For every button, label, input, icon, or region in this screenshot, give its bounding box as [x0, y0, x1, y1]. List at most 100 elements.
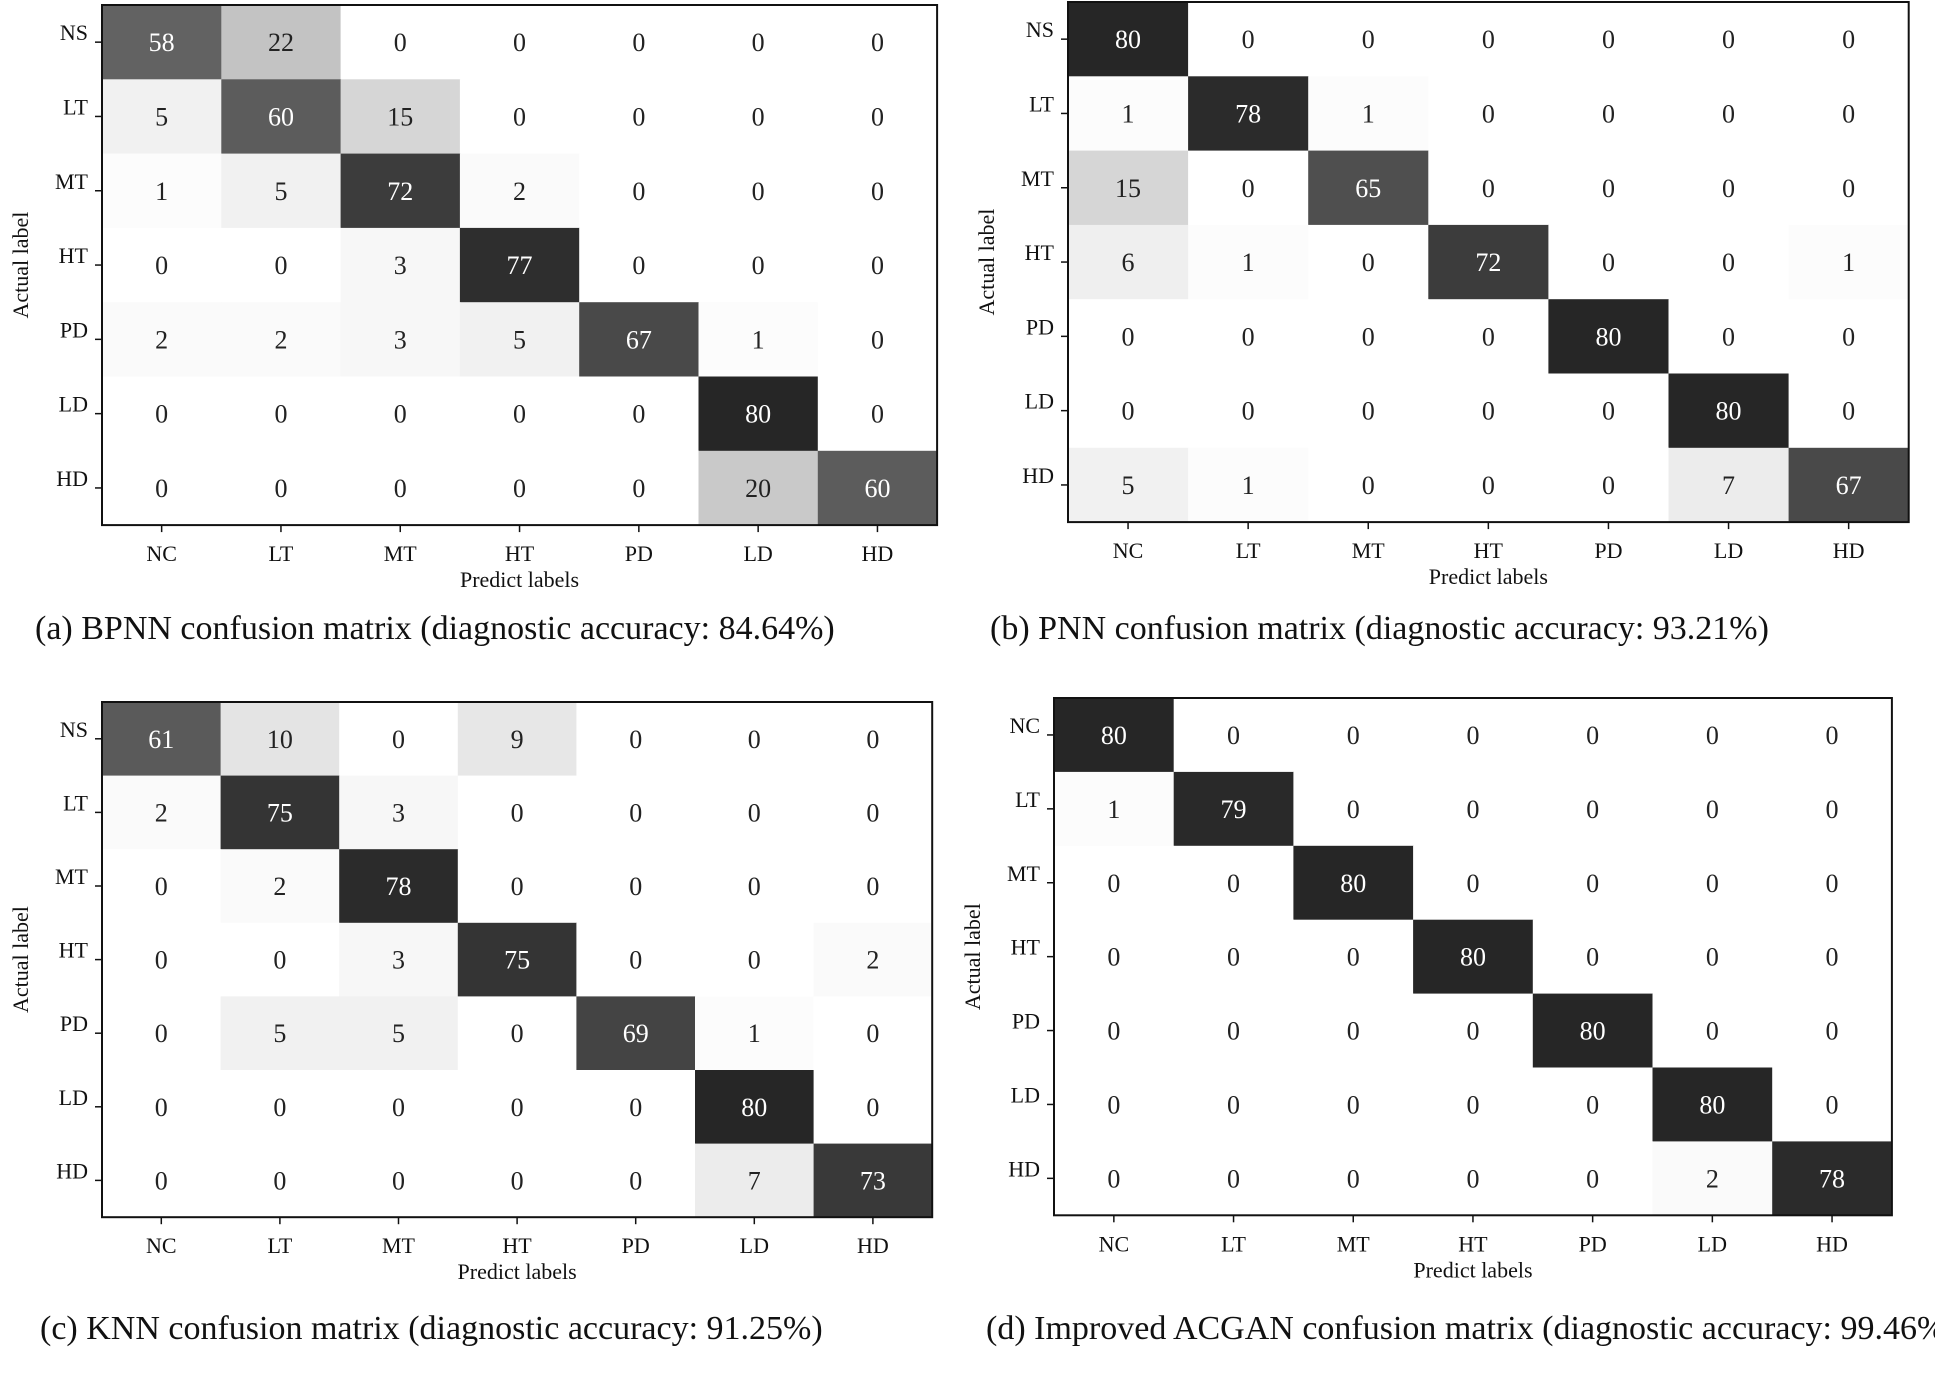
y-tick-label-lt: LT: [63, 94, 88, 119]
heatmap-cell-r2-c3: [457, 849, 577, 924]
heatmap-cell-r2-c4: [1532, 845, 1653, 921]
cell-value-label: 72: [387, 177, 413, 206]
cell-value-label: 0: [155, 1093, 168, 1122]
cell-value-label: 15: [1115, 174, 1141, 203]
cell-value-label: 80: [1580, 1017, 1606, 1046]
x-tick-label-mt: MT: [1337, 1231, 1371, 1256]
heatmap-cell-r6-c5: [1652, 1141, 1773, 1216]
heatmap-cell-r6-c5: [698, 450, 819, 526]
cell-value-label: 0: [752, 177, 765, 206]
heatmap-cell-r3-c0: [1068, 224, 1189, 300]
heatmap-cell-r6-c0: [102, 1143, 222, 1218]
cell-value-label: 0: [155, 400, 168, 429]
cell-value-label: 0: [632, 28, 645, 57]
cell-value-label: 3: [394, 325, 407, 354]
cell-value-label: 0: [155, 946, 168, 975]
heatmap-cell-r0-c2: [339, 702, 459, 777]
heatmap-cell-r2-c5: [695, 849, 815, 924]
cell-value-label: 0: [1347, 943, 1360, 972]
cell-value-label: 0: [1347, 1090, 1360, 1119]
heatmap-cell-r2-c6: [1788, 150, 1910, 226]
heatmap-cell-r2-c5: [1652, 845, 1773, 921]
x-tick-label-hd: HD: [1816, 1231, 1848, 1256]
x-tick-label-hd: HD: [1833, 538, 1865, 563]
heatmap-cell-r0-c3: [457, 702, 577, 777]
heatmap-cell-r5-c2: [340, 376, 461, 452]
heatmap-cell-r6-c4: [579, 450, 699, 526]
heatmap-cell-r2-c6: [813, 849, 933, 924]
cell-value-label: 75: [504, 946, 530, 975]
heatmap-cell-r5-c4: [1532, 1067, 1653, 1142]
cell-value-label: 1: [1242, 471, 1255, 500]
x-axis-title: Predict labels: [458, 1259, 577, 1284]
cell-value-label: 9: [511, 725, 524, 754]
y-axis-title: Actual label: [974, 209, 999, 316]
heatmap-cell-r2-c5: [1668, 150, 1790, 226]
y-tick-label-pd: PD: [1012, 1009, 1040, 1034]
x-tick-label-hd: HD: [862, 541, 894, 566]
heatmap-cell-r0-c6: [813, 702, 933, 777]
heatmap-cell-r4-c3: [1428, 299, 1549, 374]
cell-value-label: 0: [1466, 869, 1479, 898]
x-tick-label-nc: NC: [1113, 538, 1144, 563]
cell-value-label: 1: [1842, 248, 1855, 277]
heatmap-cell-r1-c5: [695, 775, 815, 850]
heatmap-cell-r3-c1: [221, 227, 342, 303]
heatmap-cell-r2-c1: [1188, 150, 1309, 226]
cell-value-label: 0: [513, 474, 526, 503]
y-tick-label-hd: HD: [56, 466, 88, 491]
cell-value-label: 0: [511, 1093, 524, 1122]
heatmap-cell-r2-c5: [698, 153, 819, 229]
cell-value-label: 0: [748, 946, 761, 975]
cell-value-label: 58: [149, 28, 175, 57]
heatmap-cell-r6-c5: [1668, 447, 1790, 523]
heatmap-cell-r5-c0: [1068, 373, 1189, 449]
heatmap-cell-r1-c4: [576, 775, 696, 850]
heatmap-cell-r1-c5: [1668, 76, 1790, 152]
cell-value-label: 0: [1347, 721, 1360, 750]
heatmap-cell-r3-c1: [1173, 919, 1294, 995]
x-tick-label-ld: LD: [1714, 538, 1743, 563]
cell-value-label: 0: [871, 400, 884, 429]
cell-value-label: 0: [1347, 1164, 1360, 1193]
confusion-matrix-chart-pnn: 80 0 0 0 0 0 01 78 1 0 0 0 015 0 65 0 0 0 06 1 0 72 0 0 10 0 0 0 80 0…: [974, 1, 1910, 589]
heatmap-cell-r3-c2: [340, 227, 461, 303]
heatmap-cell-r2-c0: [1054, 845, 1175, 921]
cell-value-label: 60: [268, 102, 294, 131]
cell-value-label: 0: [1706, 721, 1719, 750]
heatmap-cell-r3-c0: [1054, 919, 1175, 995]
cell-value-label: 0: [632, 400, 645, 429]
heatmap-cell-r0-c5: [1652, 698, 1773, 773]
cell-value-label: 2: [866, 946, 879, 975]
cell-value-label: 0: [752, 251, 765, 280]
cell-value-label: 78: [1819, 1164, 1845, 1193]
cell-value-label: 0: [155, 474, 168, 503]
heatmap-cell-r5-c1: [221, 376, 342, 452]
heatmap-cell-r4-c5: [695, 996, 815, 1071]
heatmap-cell-r1-c6: [1772, 771, 1893, 847]
cell-value-label: 0: [1242, 397, 1255, 426]
heatmap-cell-r4-c1: [1188, 299, 1309, 374]
cell-value-label: 3: [392, 946, 405, 975]
cell-value-label: 0: [1107, 943, 1120, 972]
heatmap-cell-r3-c0: [102, 227, 222, 303]
heatmap-cell-r1-c0: [1068, 76, 1189, 152]
heatmap-cell-r3-c5: [698, 227, 819, 303]
cell-value-label: 0: [1722, 25, 1735, 54]
confusion-matrix-panel-knn: 61 10 0 9 0 0 0 2 75 3 0 0 0 0 0 2 78 0 0 0 0 0 0 3 75 0 0 2 0 5 5 0 69 1…: [0, 700, 960, 1380]
heatmap-cell-r3-c4: [576, 922, 696, 997]
cell-value-label: 0: [1586, 721, 1599, 750]
cell-value-label: 2: [273, 872, 286, 901]
heatmap-cell-r2-c0: [102, 153, 222, 229]
cell-value-label: 61: [148, 725, 174, 754]
heatmap-cell-r0-c6: [1788, 2, 1910, 77]
cell-value-label: 80: [1115, 25, 1141, 54]
heatmap-cell-r4-c0: [102, 302, 222, 377]
y-tick-label-ht: HT: [59, 243, 89, 268]
x-axis-title: Predict labels: [460, 567, 579, 592]
heatmap-cell-r1-c2: [1293, 771, 1414, 847]
cell-value-label: 0: [1466, 1017, 1479, 1046]
heatmap-cell-r5-c5: [695, 1070, 815, 1145]
y-tick-label-ns: NS: [60, 20, 88, 45]
cell-value-label: 0: [1602, 174, 1615, 203]
